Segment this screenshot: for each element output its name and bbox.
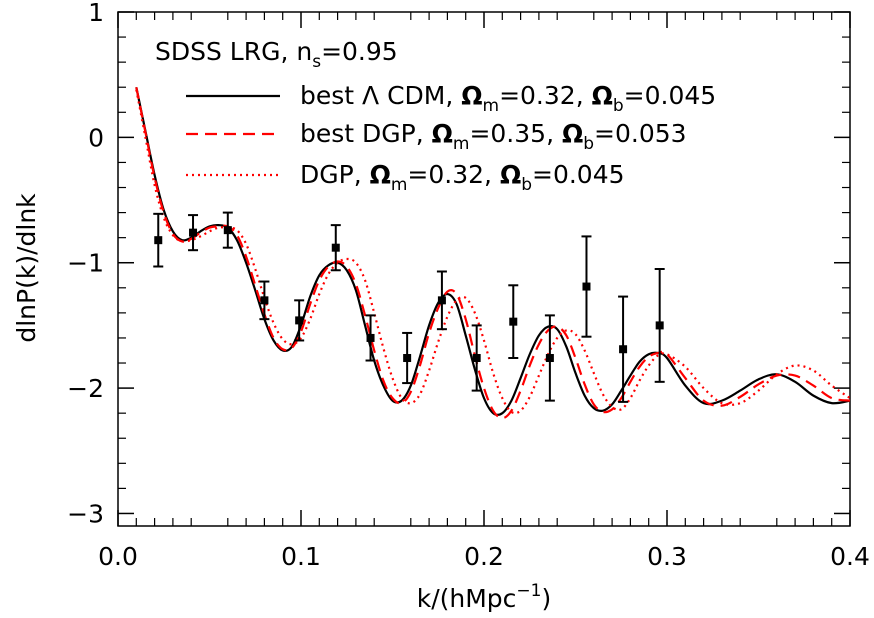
y-tick-label: −2 [67, 374, 104, 403]
x-axis-label-base: k/(hMpc [417, 584, 517, 613]
legend-2-prefix: DGP, [300, 160, 370, 189]
data-point [222, 211, 233, 249]
point-marker [582, 282, 591, 291]
legend-0-omega: Ω [461, 81, 482, 110]
legend-1-omegab-val: =0.053 [594, 119, 687, 148]
legend-2-omega-val: =0.32, [407, 160, 500, 189]
data-point [153, 212, 164, 268]
data-point [436, 270, 447, 331]
point-marker [223, 226, 232, 235]
legend-1-omega: Ω [432, 119, 453, 148]
annotation-text: SDSS LRG, n [155, 37, 312, 66]
annotation-rest: =0.95 [321, 37, 398, 66]
point-marker [545, 354, 554, 363]
data-point [508, 284, 519, 360]
legend-1-omega-sub: m [453, 134, 470, 154]
legend-1-omega-val: =0.35, [469, 119, 562, 148]
legend-item-1: best DGP, Ωm=0.35, Ωb=0.053 [300, 119, 687, 154]
data-points [153, 211, 665, 403]
legend: best Λ CDM, Ωm=0.32, Ωb=0.045 best DGP, … [186, 81, 716, 195]
y-tick-label: 1 [88, 0, 104, 27]
data-point [618, 295, 629, 403]
x-axis-label-sup: −1 [516, 581, 541, 601]
point-marker [472, 354, 481, 363]
x-tick-label: 0.1 [281, 542, 321, 571]
y-tick-label: −1 [67, 249, 104, 278]
x-tick-label: 0.3 [647, 542, 687, 571]
data-point [402, 331, 413, 385]
legend-1-omegab: Ω [562, 119, 583, 148]
point-marker [619, 345, 628, 354]
x-ticks [117, 12, 851, 526]
y-tick-labels: −3 −2 −1 0 1 [67, 0, 104, 528]
sample-annotation: SDSS LRG, ns=0.95 [155, 37, 398, 72]
x-tick-labels: 0.0 0.1 0.2 0.3 0.4 [98, 542, 870, 571]
legend-1-prefix: best DGP, [300, 119, 432, 148]
legend-0-omegab-val: =0.045 [624, 81, 717, 110]
y-ticks [118, 11, 850, 515]
point-marker [437, 296, 446, 305]
legend-0-prefix: best Λ CDM, [300, 81, 461, 110]
x-tick-label: 0.2 [464, 542, 504, 571]
series-lines [135, 86, 851, 420]
data-point [294, 299, 305, 342]
x-tick-label: 0.0 [98, 542, 138, 571]
data-point [654, 268, 665, 383]
data-point [544, 314, 555, 402]
point-marker [655, 321, 664, 330]
y-tick-label: 0 [88, 123, 104, 152]
legend-0-omega-val: =0.32, [499, 81, 592, 110]
y-axis-label: dlnP(k)/dlnk [12, 193, 41, 343]
data-point [471, 324, 482, 392]
legend-2-omega-sub: m [391, 175, 408, 195]
annotation-sub: s [312, 52, 321, 72]
point-marker [366, 333, 375, 342]
legend-0-omegab-sub: b [613, 96, 624, 116]
point-marker [260, 296, 269, 305]
point-marker [509, 317, 518, 326]
data-point [365, 314, 376, 362]
point-marker [189, 228, 198, 237]
legend-2-omegab: Ω [500, 160, 521, 189]
data-point [259, 280, 270, 321]
x-tick-label: 0.4 [830, 542, 870, 571]
x-axis-label: k/(hMpc−1) [417, 581, 552, 613]
data-point [581, 235, 592, 338]
legend-2-omegab-val: =0.045 [532, 160, 625, 189]
legend-1-omegab-sub: b [583, 134, 594, 154]
legend-0-omegab: Ω [592, 81, 613, 110]
legend-2-omega: Ω [370, 160, 391, 189]
point-marker [403, 354, 412, 363]
point-marker [154, 236, 163, 245]
plot-frame [117, 11, 851, 527]
x-axis-label-close: ) [541, 584, 551, 613]
data-point [330, 224, 341, 272]
point-marker [331, 243, 340, 252]
legend-item-0: best Λ CDM, Ωm=0.32, Ωb=0.045 [300, 81, 716, 116]
series-line-dashed [135, 87, 851, 420]
legend-item-2: DGP, Ωm=0.32, Ωb=0.045 [300, 160, 625, 195]
legend-0-omega-sub: m [483, 96, 500, 116]
y-tick-label: −3 [67, 499, 104, 528]
data-point [188, 214, 199, 252]
point-marker [295, 316, 304, 325]
legend-2-omegab-sub: b [521, 175, 532, 195]
